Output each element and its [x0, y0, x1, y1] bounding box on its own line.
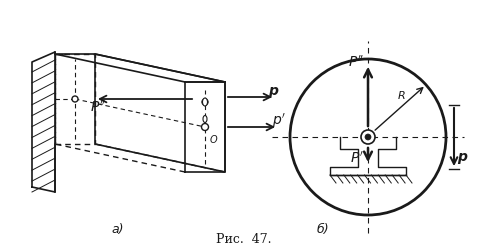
Text: $\boldsymbol{P^{\prime\prime}}$: $\boldsymbol{P^{\prime\prime}}$	[348, 55, 365, 70]
Text: а): а)	[112, 223, 124, 236]
Circle shape	[365, 134, 371, 140]
Text: R: R	[398, 91, 406, 101]
Circle shape	[72, 96, 78, 102]
Text: $\boldsymbol{P^{\prime}}$: $\boldsymbol{P^{\prime}}$	[350, 151, 364, 166]
Ellipse shape	[203, 98, 207, 106]
Circle shape	[361, 130, 375, 144]
Text: $\boldsymbol{p}$: $\boldsymbol{p}$	[268, 85, 280, 100]
Text: O: O	[210, 135, 218, 145]
Text: $\boldsymbol{p}$: $\boldsymbol{p}$	[457, 151, 468, 166]
Text: $\boldsymbol{p'}$: $\boldsymbol{p'}$	[272, 112, 286, 130]
Text: б): б)	[317, 223, 329, 236]
Ellipse shape	[203, 116, 207, 123]
Circle shape	[202, 124, 208, 130]
Text: Рис.  47.: Рис. 47.	[216, 233, 272, 246]
Circle shape	[202, 99, 208, 105]
Text: $\boldsymbol{P^{\prime\prime}}$: $\boldsymbol{P^{\prime\prime}}$	[90, 100, 106, 115]
